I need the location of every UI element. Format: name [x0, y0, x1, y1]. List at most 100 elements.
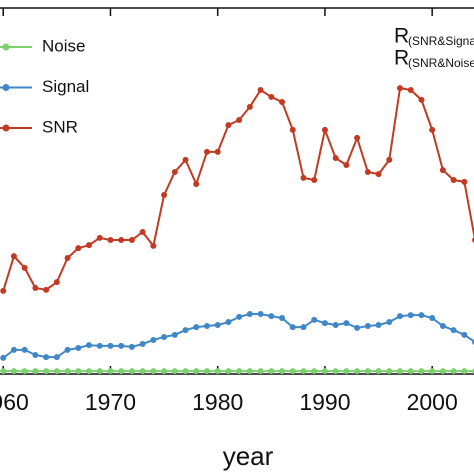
data-point	[364, 368, 371, 375]
data-point	[354, 134, 361, 141]
data-point	[0, 354, 7, 361]
data-point	[43, 368, 50, 375]
data-point	[418, 368, 425, 375]
data-point	[397, 85, 404, 92]
data-point	[439, 167, 446, 174]
data-point	[289, 126, 296, 133]
data-point	[182, 156, 189, 163]
data-point	[407, 368, 414, 375]
data-point	[150, 242, 157, 249]
data-point	[321, 368, 328, 375]
legend-label: Signal	[42, 77, 89, 96]
data-point	[161, 368, 168, 375]
data-point	[75, 345, 82, 352]
data-point	[311, 177, 318, 184]
data-point	[203, 368, 210, 375]
legend-marker	[2, 124, 10, 132]
data-point	[0, 368, 7, 375]
data-point	[203, 323, 210, 330]
data-point	[203, 148, 210, 155]
data-point	[53, 354, 60, 361]
data-point	[354, 368, 361, 375]
x-tick-label: 1960	[0, 389, 29, 415]
data-point	[53, 368, 60, 375]
data-point	[311, 368, 318, 375]
data-point	[461, 368, 468, 375]
data-point	[236, 368, 243, 375]
data-point	[354, 324, 361, 331]
data-point	[268, 368, 275, 375]
data-point	[375, 321, 382, 328]
data-point	[418, 312, 425, 319]
data-point	[257, 86, 264, 93]
data-point	[450, 368, 457, 375]
data-point	[96, 234, 103, 241]
data-point	[96, 368, 103, 375]
data-point	[364, 323, 371, 330]
data-point	[397, 368, 404, 375]
data-point	[10, 253, 17, 260]
annotation-main: R	[394, 25, 409, 48]
data-point	[43, 286, 50, 293]
data-point	[32, 284, 39, 291]
data-point	[214, 148, 221, 155]
data-point	[364, 168, 371, 175]
data-point	[300, 174, 307, 181]
legend-label: SNR	[42, 117, 78, 136]
data-point	[386, 156, 393, 163]
data-point	[150, 368, 157, 375]
data-point	[21, 346, 28, 353]
data-point	[386, 319, 393, 326]
data-point	[32, 368, 39, 375]
data-point	[161, 192, 168, 199]
x-axis-label: year	[223, 441, 274, 471]
data-point	[407, 86, 414, 93]
data-point	[128, 368, 135, 375]
data-point	[128, 343, 135, 350]
data-point	[118, 237, 125, 244]
data-point	[332, 368, 339, 375]
data-point	[150, 336, 157, 343]
data-point	[96, 342, 103, 349]
legend-marker	[2, 43, 10, 51]
data-point	[10, 346, 17, 353]
data-point	[86, 342, 93, 349]
data-point	[225, 122, 232, 129]
data-point	[386, 368, 393, 375]
data-point	[53, 279, 60, 286]
data-point	[429, 315, 436, 322]
data-point	[246, 310, 253, 317]
data-point	[461, 178, 468, 185]
data-point	[439, 323, 446, 330]
data-point	[450, 177, 457, 184]
data-point	[343, 162, 350, 169]
data-point	[257, 368, 264, 375]
data-point	[128, 237, 135, 244]
data-point	[107, 342, 114, 349]
data-point	[64, 368, 71, 375]
data-point	[107, 237, 114, 244]
annotation-sub: (SNR&Noise)	[408, 56, 474, 70]
data-point	[118, 342, 125, 349]
data-point	[171, 168, 178, 175]
x-tick-label: 1970	[85, 389, 136, 415]
data-point	[193, 324, 200, 331]
data-point	[161, 334, 168, 341]
data-point	[289, 324, 296, 331]
data-point	[321, 320, 328, 327]
data-point	[289, 368, 296, 375]
data-point	[279, 315, 286, 322]
data-point	[439, 368, 446, 375]
data-point	[171, 331, 178, 338]
data-point	[43, 354, 50, 361]
data-point	[107, 368, 114, 375]
data-point	[32, 351, 39, 358]
data-point	[75, 368, 82, 375]
data-point	[246, 368, 253, 375]
data-point	[86, 368, 93, 375]
data-point	[193, 368, 200, 375]
data-point	[225, 319, 232, 326]
legend-marker	[2, 84, 10, 91]
data-point	[375, 171, 382, 178]
